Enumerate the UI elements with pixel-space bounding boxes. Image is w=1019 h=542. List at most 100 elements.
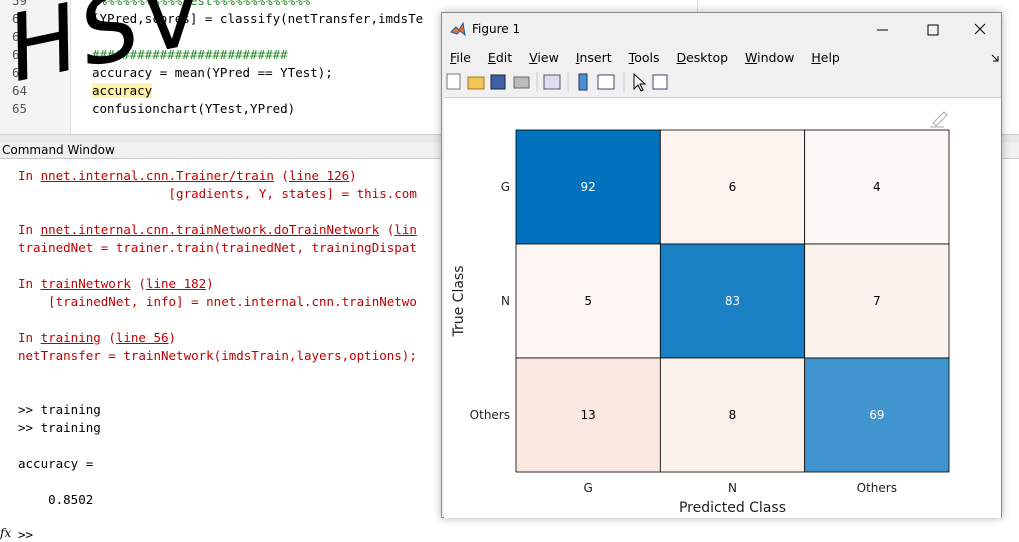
text: In	[18, 222, 41, 237]
text: [trainedNet, info] = nnet.internal.cnn.t…	[18, 294, 417, 309]
code-line: [YPred,scores] = classify(netTransfer,im…	[92, 11, 424, 26]
command-line: In nnet.internal.cnn.trainNetwork.doTrai…	[18, 221, 417, 239]
command-line: In trainNetwork (line 182)	[18, 275, 214, 293]
link[interactable]: nnet.internal.cnn.trainNetwork.doTrainNe…	[40, 222, 380, 237]
cell-value: 7	[873, 294, 881, 308]
text: In	[18, 168, 41, 183]
command-line: >> training	[18, 401, 101, 419]
text: netTransfer = trainNetwork(imdsTrain,lay…	[18, 348, 417, 363]
text: >> training	[18, 420, 101, 435]
x-tick-label: Others	[857, 481, 897, 495]
line-number: 62	[12, 47, 28, 62]
property-icon[interactable]	[652, 74, 668, 90]
menu-item[interactable]: Help	[811, 50, 840, 65]
print-icon[interactable]	[513, 76, 530, 89]
code-line: confusionchart(YTest,YPred)	[92, 101, 296, 116]
command-line: trainedNet = trainer.train(trainedNet, t…	[18, 239, 417, 257]
cell-value: 6	[729, 180, 737, 194]
cell-value: 92	[581, 180, 596, 194]
y-tick-label: G	[501, 180, 510, 194]
link-icon[interactable]	[543, 74, 561, 90]
confusion-chart: 92 6 4 5 83 7 13 8 69 G G N N Others Others Predicted C…	[451, 111, 950, 516]
text: (	[379, 222, 395, 237]
cell	[659, 129, 806, 245]
edit-plot-icon[interactable]	[930, 111, 948, 128]
text: trainedNet = trainer.train(trainedNet, t…	[18, 240, 417, 255]
toolbar	[446, 72, 668, 92]
command-window: In nnet.internal.cnn.Trainer/train (line…	[0, 160, 1019, 540]
menu-item[interactable]: Window	[745, 50, 795, 65]
menu-item[interactable]: Tools	[628, 50, 660, 65]
text: In	[18, 276, 41, 291]
text: (	[130, 276, 146, 291]
colorbar-icon[interactable]	[578, 73, 588, 91]
line-number: 60	[12, 11, 28, 26]
text: )	[206, 276, 214, 291]
command-line: 0.8502	[18, 491, 93, 509]
y-axis-label: True Class	[451, 265, 467, 337]
text: (	[100, 330, 116, 345]
cell	[515, 129, 661, 245]
menu-item[interactable]: Desktop	[676, 50, 729, 65]
pointer-icon[interactable]	[633, 72, 647, 92]
open-icon[interactable]	[467, 76, 485, 90]
link[interactable]: lin	[394, 222, 417, 237]
line-gutter	[0, 0, 71, 134]
matlab-icon	[450, 21, 466, 37]
line-number: 63	[12, 65, 28, 80]
line-number: 64	[12, 83, 28, 98]
text: )	[349, 168, 357, 183]
line-number: 61	[12, 29, 28, 44]
menu-item[interactable]: Insert	[575, 50, 612, 65]
text: In	[18, 330, 41, 345]
maximize-button[interactable]	[927, 24, 939, 36]
menu-bar: File Edit View Insert Tools Desktop Window Help	[442, 47, 1001, 67]
menu-item[interactable]: View	[529, 50, 559, 65]
command-line: [gradients, Y, states] = this.com	[18, 185, 417, 203]
figure-window: Figure 1 File Edit View Insert Tools Desktop W…	[441, 12, 1002, 518]
menu-item[interactable]: Edit	[487, 50, 513, 65]
menu-item[interactable]: File	[450, 50, 471, 65]
cell	[659, 357, 806, 473]
cell-value: 4	[873, 180, 881, 194]
cell	[659, 243, 806, 359]
text: (	[273, 168, 289, 183]
cell	[804, 129, 950, 245]
dock-arrow[interactable]	[990, 53, 1000, 63]
text: >> training	[18, 402, 101, 417]
link[interactable]: training	[40, 330, 101, 345]
link[interactable]: line 126	[288, 168, 350, 183]
x-tick-label: G	[584, 481, 593, 495]
text: [gradients, Y, states] = this.com	[18, 186, 417, 201]
text: )	[168, 330, 177, 345]
command-prompt[interactable]: >>	[18, 527, 34, 542]
code-line: accuracy	[92, 83, 153, 98]
window-title: Figure 1	[472, 22, 521, 36]
command-line: In nnet.internal.cnn.Trainer/train (line…	[18, 167, 357, 185]
text: accuracy =	[18, 456, 94, 471]
close-button[interactable]	[974, 23, 986, 35]
cell-value: 13	[581, 408, 596, 422]
fx-icon[interactable]: fx	[0, 526, 12, 540]
x-axis-label: Predicted Class	[679, 500, 786, 516]
window-controls	[877, 23, 986, 36]
link[interactable]: line 56	[115, 330, 169, 345]
legend-icon[interactable]	[597, 74, 615, 90]
command-line: >> training	[18, 419, 101, 437]
cell	[515, 243, 661, 359]
text: 0.8502	[18, 492, 94, 507]
y-tick-label: Others	[470, 408, 510, 422]
link[interactable]: trainNetwork	[40, 276, 131, 291]
line-number: 59	[12, 0, 28, 8]
cell-value: 8	[729, 408, 737, 422]
x-tick-label: N	[728, 481, 737, 495]
command-line: [trainedNet, info] = nnet.internal.cnn.t…	[18, 293, 417, 311]
figure-canvas: 92 6 4 5 83 7 13 8 69 G G N N Others Others Predicted C…	[444, 97, 1001, 518]
cell	[515, 357, 661, 473]
link[interactable]: nnet.internal.cnn.Trainer/train	[40, 168, 274, 183]
link[interactable]: line 182	[145, 276, 207, 291]
new-icon[interactable]	[446, 73, 461, 90]
cell-value: 5	[584, 294, 592, 308]
save-icon[interactable]	[490, 74, 506, 90]
